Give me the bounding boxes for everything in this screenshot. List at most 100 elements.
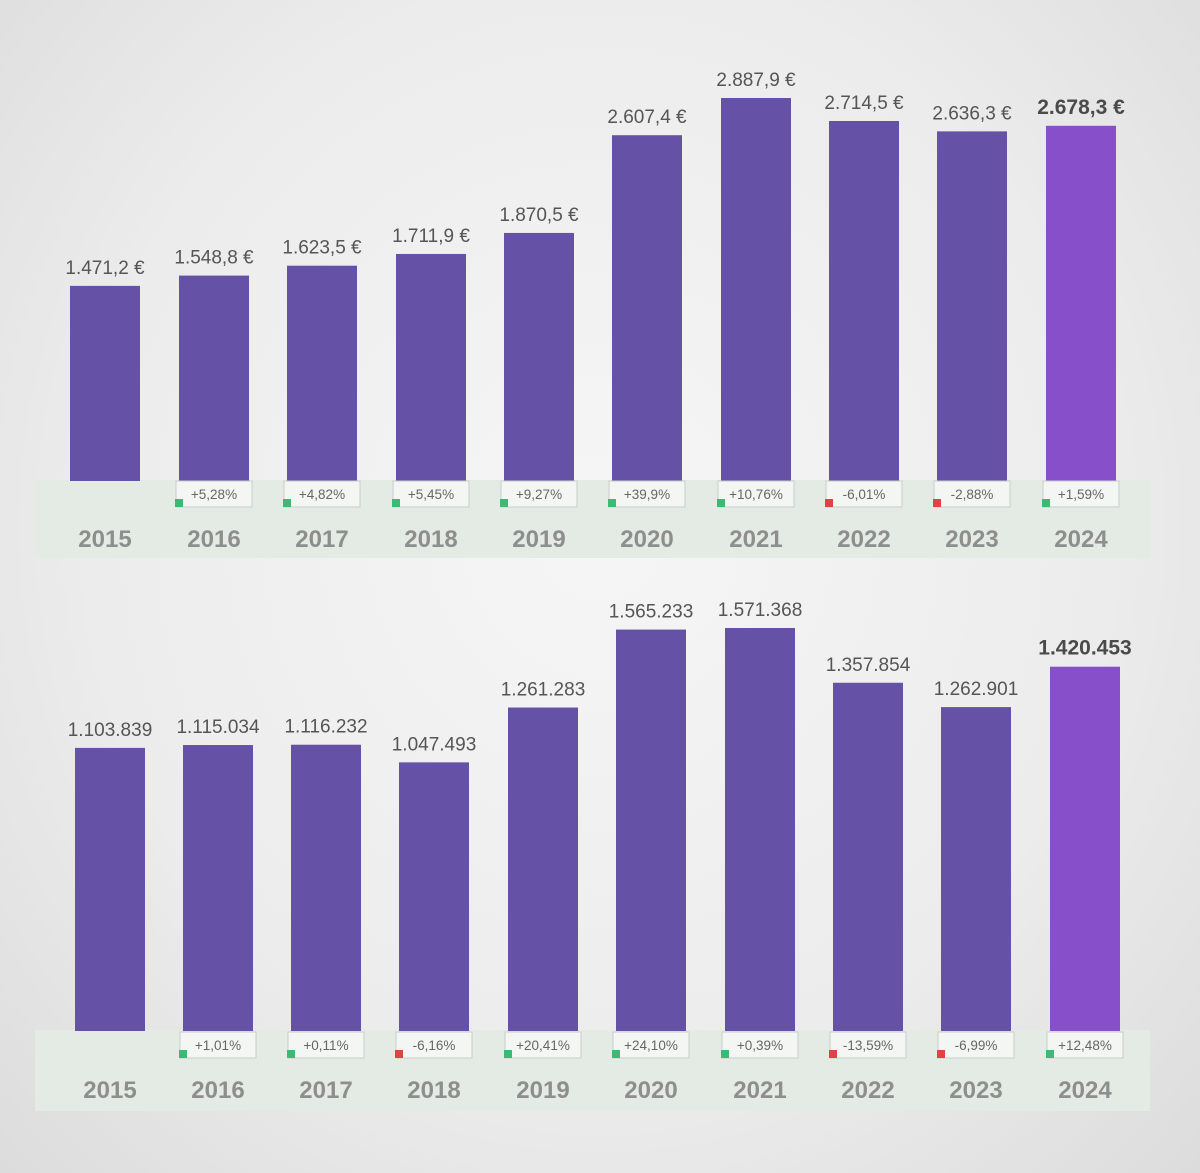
bar-2015 — [70, 285, 140, 481]
bar-2017 — [291, 744, 361, 1031]
change-badge-2016: +5,28% — [175, 480, 253, 508]
value-label-2018: 1.711,9 € — [392, 226, 470, 247]
down-indicator-icon — [395, 1050, 403, 1058]
bar-2015 — [75, 747, 145, 1031]
change-label-2017: +0,11% — [303, 1038, 348, 1053]
change-label-2023: -2,88% — [951, 487, 994, 502]
up-indicator-icon — [504, 1050, 512, 1058]
change-label-2020: +24,10% — [624, 1038, 678, 1053]
change-badge-2021: +0,39% — [721, 1031, 799, 1059]
bar-2016 — [179, 275, 249, 481]
value-label-2017: 1.623,5 € — [282, 238, 362, 259]
change-label-2024: +1,59% — [1058, 487, 1104, 502]
value-label-2022: 1.357.854 — [826, 655, 911, 676]
year-label-2017: 2017 — [295, 526, 348, 553]
year-label-2016: 2016 — [191, 1077, 244, 1104]
change-label-2018: -6,16% — [413, 1038, 456, 1053]
value-label-2024: 1.420.453 — [1038, 637, 1131, 660]
change-badge-2017: +0,11% — [287, 1031, 365, 1059]
change-label-2022: -6,01% — [843, 487, 886, 502]
down-indicator-icon — [937, 1050, 945, 1058]
change-label-2020: +39,9% — [624, 487, 670, 502]
up-indicator-icon — [1042, 499, 1050, 507]
bar-2021 — [721, 98, 791, 481]
year-label-2024: 2024 — [1058, 1077, 1112, 1104]
change-badge-2020: +39,9% — [608, 480, 686, 508]
value-label-2020: 2.607,4 € — [607, 107, 687, 128]
chart-top: 1.471,2 € 2015 1.548,8 € +5,28% 2016 1.623,5 … — [35, 70, 1150, 558]
bar-2017 — [287, 265, 357, 481]
up-indicator-icon — [283, 499, 291, 507]
up-indicator-icon — [612, 1050, 620, 1058]
year-label-2018: 2018 — [407, 1077, 460, 1104]
up-indicator-icon — [500, 499, 508, 507]
bar-2021 — [725, 628, 795, 1031]
change-badge-2021: +10,76% — [717, 480, 795, 508]
change-badge-2023: -2,88% — [933, 480, 1011, 508]
year-label-2023: 2023 — [945, 526, 998, 553]
up-indicator-icon — [287, 1050, 295, 1058]
year-label-2021: 2021 — [729, 526, 782, 553]
change-badge-2018: +5,45% — [392, 480, 470, 508]
bar-2016 — [183, 745, 253, 1031]
year-label-2020: 2020 — [624, 1077, 677, 1104]
up-indicator-icon — [179, 1050, 187, 1058]
change-badge-2016: +1,01% — [179, 1031, 257, 1059]
bar-2022 — [833, 682, 903, 1031]
value-label-2016: 1.548,8 € — [174, 248, 254, 269]
change-badge-2019: +20,41% — [504, 1031, 582, 1059]
down-indicator-icon — [829, 1050, 837, 1058]
change-badge-2024: +12,48% — [1046, 1031, 1124, 1059]
bar-2020 — [616, 629, 686, 1031]
change-label-2024: +12,48% — [1058, 1038, 1112, 1053]
value-label-2017: 1.116.232 — [284, 717, 367, 738]
value-label-2019: 1.870,5 € — [499, 205, 579, 226]
value-label-2023: 1.262.901 — [934, 679, 1019, 700]
change-badge-2022: -6,01% — [825, 480, 903, 508]
change-label-2019: +20,41% — [516, 1038, 570, 1053]
change-label-2016: +1,01% — [195, 1038, 241, 1053]
year-label-2020: 2020 — [620, 526, 673, 553]
up-indicator-icon — [175, 499, 183, 507]
value-label-2015: 1.103.839 — [68, 720, 153, 741]
change-label-2022: -13,59% — [843, 1038, 893, 1053]
value-label-2021: 1.571.368 — [718, 600, 803, 621]
change-label-2023: -6,99% — [955, 1038, 998, 1053]
value-label-2021: 2.887,9 € — [716, 70, 796, 91]
bar-2018 — [399, 762, 469, 1031]
value-label-2019: 1.261.283 — [501, 680, 586, 701]
value-label-2020: 1.565.233 — [609, 602, 694, 623]
change-label-2017: +4,82% — [299, 487, 345, 502]
change-label-2021: +0,39% — [737, 1038, 783, 1053]
change-badge-2017: +4,82% — [283, 480, 361, 508]
value-label-2015: 1.471,2 € — [65, 258, 145, 279]
year-label-2016: 2016 — [187, 526, 240, 553]
bar-2023 — [937, 131, 1007, 481]
year-label-2015: 2015 — [83, 1077, 136, 1104]
up-indicator-icon — [392, 499, 400, 507]
change-badge-2020: +24,10% — [612, 1031, 690, 1059]
bar-2018 — [396, 253, 466, 481]
year-label-2018: 2018 — [404, 526, 457, 553]
bar-2024 — [1050, 666, 1120, 1031]
up-indicator-icon — [1046, 1050, 1054, 1058]
up-indicator-icon — [721, 1050, 729, 1058]
down-indicator-icon — [933, 499, 941, 507]
year-label-2022: 2022 — [841, 1077, 894, 1104]
bar-2023 — [941, 707, 1011, 1031]
bar-2022 — [829, 120, 899, 482]
change-label-2016: +5,28% — [191, 487, 237, 502]
year-label-2023: 2023 — [949, 1077, 1002, 1104]
year-label-2024: 2024 — [1054, 526, 1108, 553]
value-label-2018: 1.047.493 — [392, 734, 477, 755]
value-label-2016: 1.115.034 — [176, 717, 260, 738]
bar-2019 — [504, 232, 574, 481]
bar-2019 — [508, 707, 578, 1031]
change-badge-2022: -13,59% — [829, 1031, 907, 1059]
bar-2020 — [612, 135, 682, 481]
change-label-2018: +5,45% — [408, 487, 454, 502]
chart-bottom: 1.103.839 2015 1.115.034 +1,01% 2016 1.116.23… — [35, 600, 1150, 1111]
change-badge-2018: -6,16% — [395, 1031, 473, 1059]
change-label-2021: +10,76% — [729, 487, 783, 502]
